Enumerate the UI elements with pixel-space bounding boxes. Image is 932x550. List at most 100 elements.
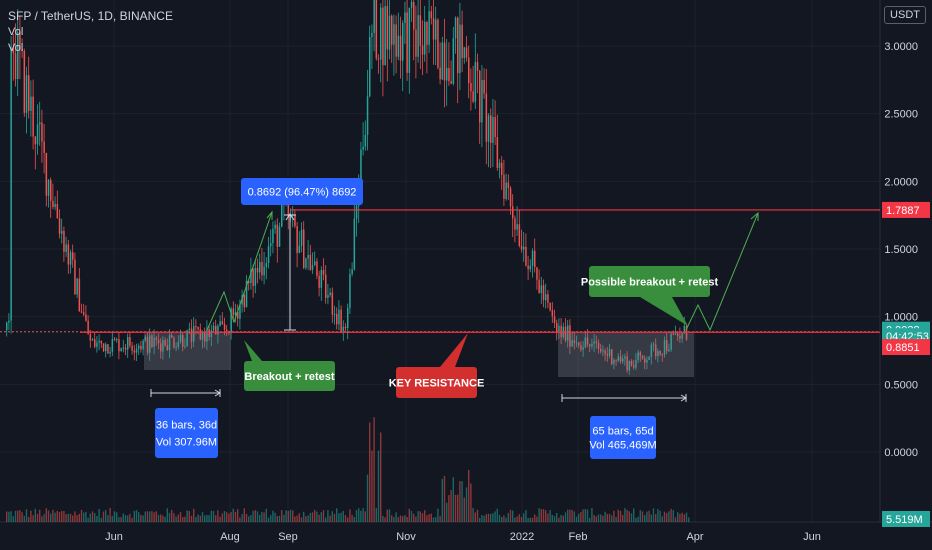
candle (520, 245, 523, 250)
volume-bar (646, 511, 648, 522)
volume-bar (261, 512, 263, 522)
candle (206, 329, 208, 342)
volume-bar (578, 513, 580, 522)
candle (122, 347, 125, 349)
candle (611, 349, 613, 365)
candle (296, 226, 298, 253)
volume-bar (375, 508, 377, 522)
candle (426, 21, 428, 45)
candle (472, 91, 474, 102)
candle (105, 344, 107, 352)
candle (342, 326, 345, 332)
candle (569, 325, 571, 347)
candle (171, 335, 173, 338)
candle (538, 279, 540, 294)
candle (8, 320, 10, 323)
volume-bar (23, 515, 25, 522)
volume-bar (674, 517, 677, 522)
candle (388, 15, 391, 50)
candle (602, 350, 604, 352)
volume-bar (188, 510, 190, 522)
candle (116, 339, 118, 341)
volume-bar (344, 515, 347, 522)
candle (476, 62, 479, 71)
volume-bar (140, 514, 142, 522)
volume-bar (338, 513, 340, 522)
volume-bar (217, 510, 219, 522)
candle (52, 200, 54, 207)
candle (578, 342, 580, 346)
volume-bar (353, 516, 355, 522)
candle (149, 335, 151, 353)
range-info-text: 65 bars, 65d (592, 425, 653, 437)
volume-bar (195, 517, 197, 522)
candle (419, 15, 422, 46)
volume-bar (230, 512, 232, 522)
volume-bar (39, 509, 41, 522)
candle (507, 182, 510, 189)
callout-text: Possible breakout + retest (581, 277, 719, 289)
volume-bar (267, 517, 270, 522)
candle (432, 18, 435, 40)
volume-bar (120, 517, 122, 522)
candle (404, 12, 406, 23)
candle (459, 24, 461, 74)
candle (531, 250, 534, 266)
volume-bar (569, 509, 571, 522)
candle (138, 345, 140, 349)
volume-bar (452, 477, 454, 522)
candle (25, 75, 28, 113)
volume-bar (437, 508, 439, 522)
volume-bar (157, 514, 160, 522)
volume-bar (333, 513, 336, 522)
volume-bar (432, 517, 435, 522)
candle (457, 17, 459, 74)
candle (646, 359, 648, 363)
currency-unit-button[interactable]: USDT (884, 6, 926, 24)
volume-bar (78, 513, 80, 522)
volume-bar (679, 513, 681, 522)
candle (637, 352, 639, 361)
volume-bar (111, 516, 113, 522)
candle (575, 342, 578, 344)
candle (393, 24, 395, 45)
candle (479, 70, 481, 123)
price-marker-text: 0.8851 (886, 342, 920, 354)
volume-bar (545, 510, 547, 522)
candle (626, 356, 628, 371)
candle (153, 337, 155, 347)
volume-bar (402, 516, 404, 522)
volume-bar (556, 513, 558, 522)
candle (496, 137, 499, 168)
volume-bar (421, 513, 424, 522)
volume-bar (626, 509, 628, 522)
volume-bar (309, 513, 311, 522)
candle (237, 311, 239, 319)
candle (140, 345, 142, 350)
volume-bar (94, 513, 96, 522)
volume-bar (652, 508, 655, 522)
volume-bar (243, 508, 245, 522)
volume-bar (591, 508, 593, 522)
candle (608, 349, 611, 356)
volume-bar (382, 515, 384, 522)
price-marker (882, 201, 930, 218)
volume-bar (30, 510, 32, 522)
candle (69, 252, 72, 265)
candle (102, 343, 105, 352)
candle (124, 347, 127, 350)
volume-bar (201, 512, 204, 522)
candle (351, 269, 353, 274)
volume-bar (47, 510, 50, 522)
candle (406, 12, 408, 73)
candle (56, 204, 59, 219)
candle (622, 358, 624, 362)
volume-bar (366, 474, 369, 522)
candle (567, 325, 569, 341)
volume-bar (274, 512, 276, 522)
candle (463, 47, 466, 59)
volume-bar (248, 516, 250, 522)
chart-title: SFP / TetherUS, 1D, BINANCE (8, 9, 173, 23)
volume-bar (124, 514, 127, 522)
